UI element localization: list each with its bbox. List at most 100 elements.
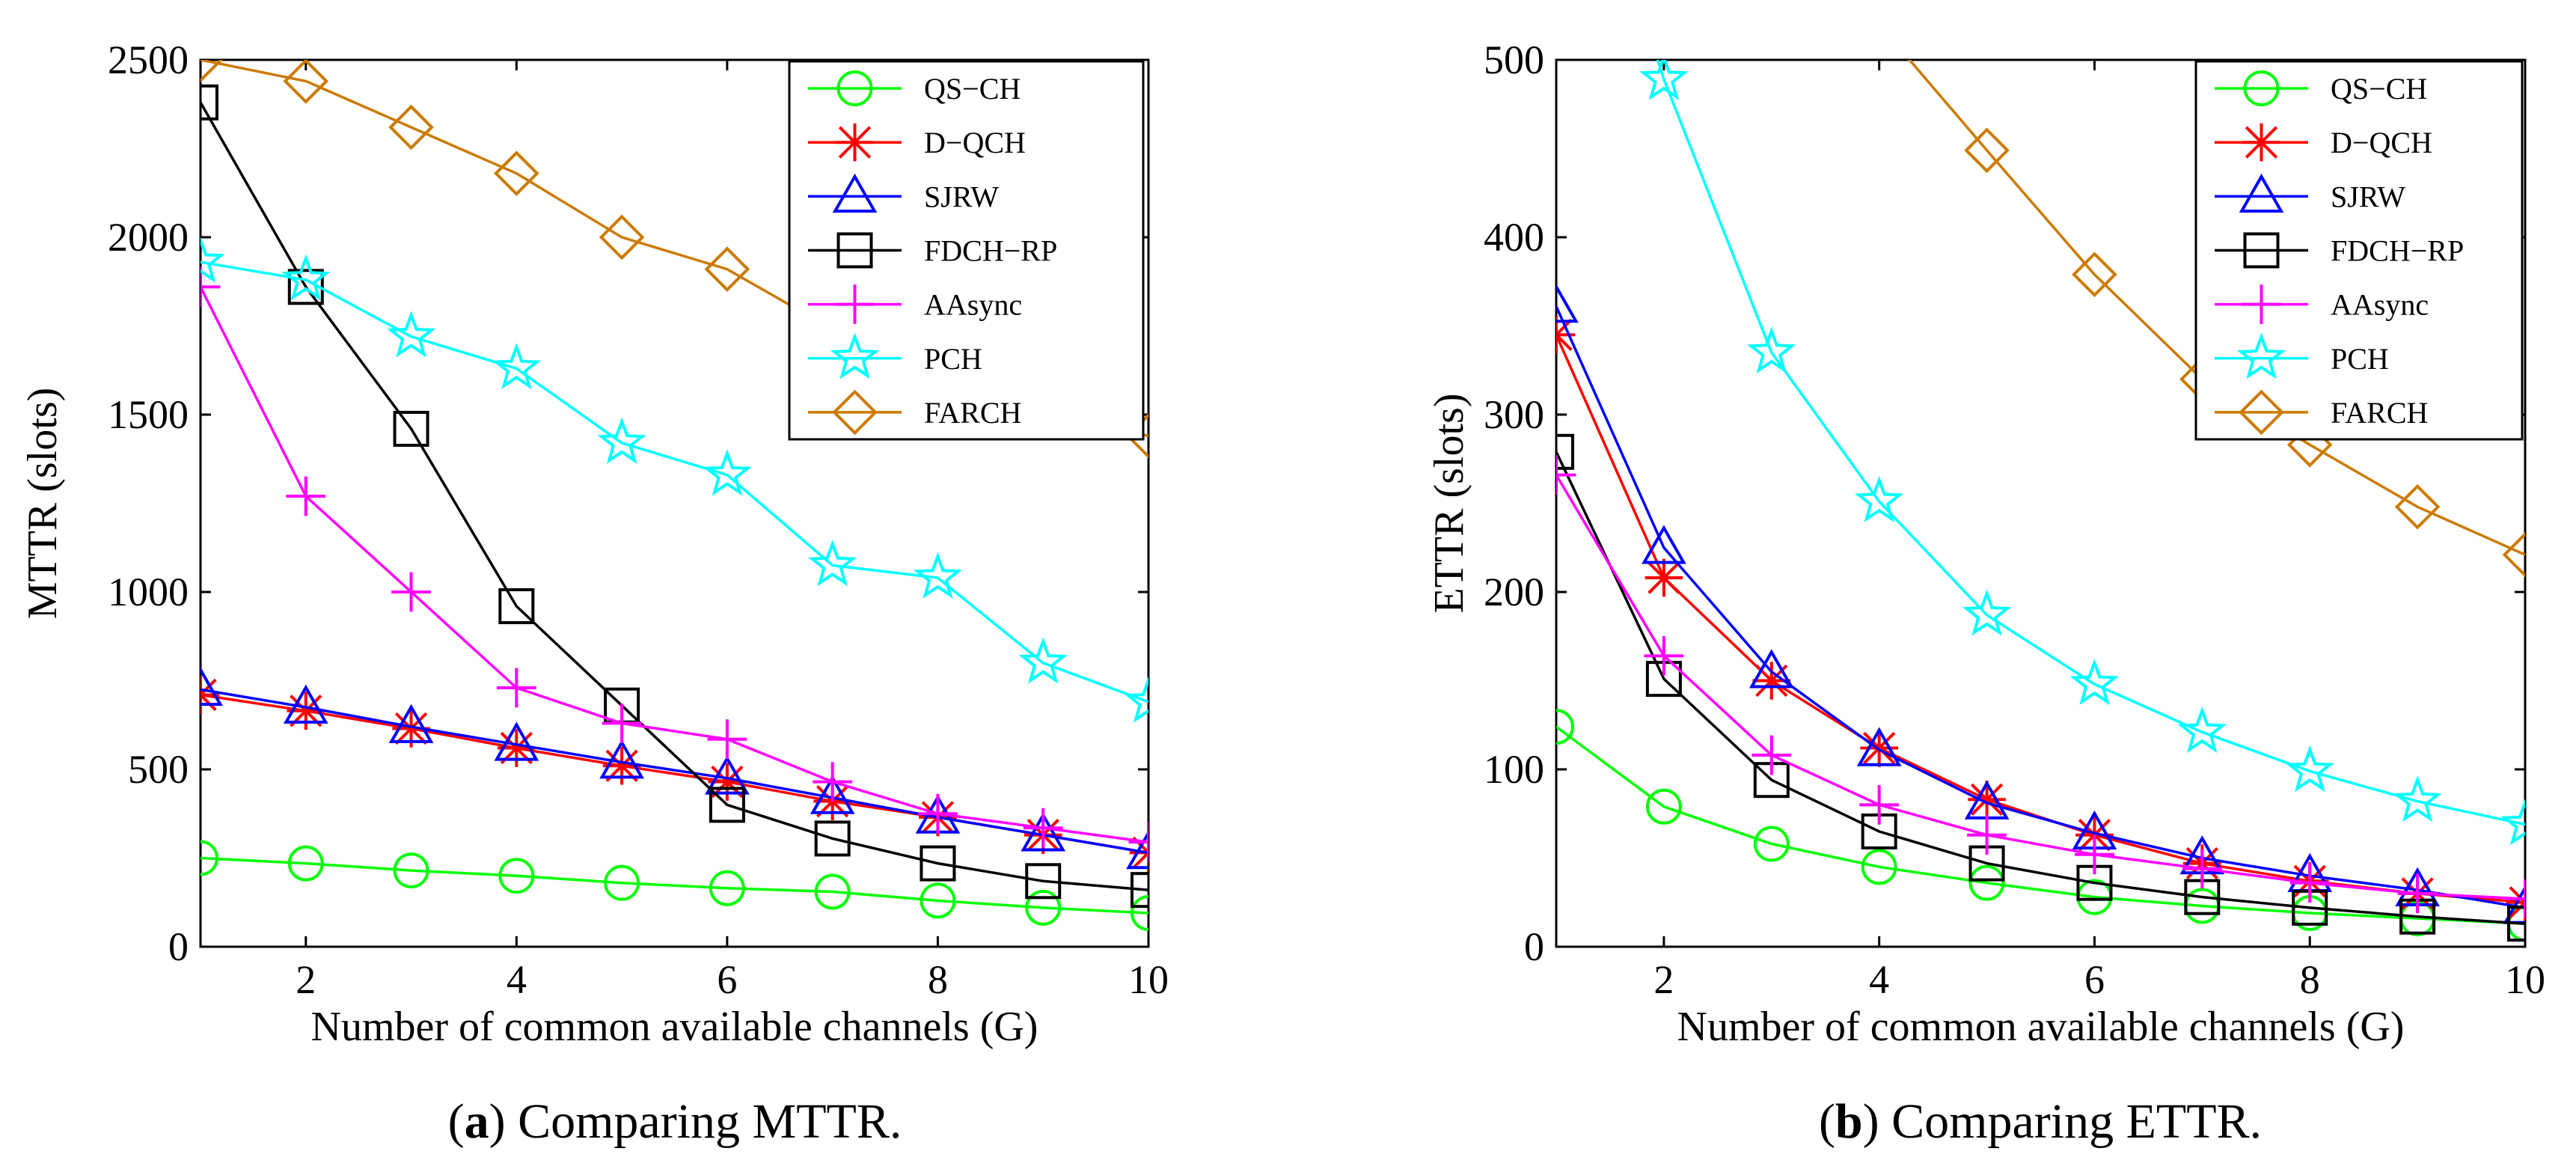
legend-label: SJRW bbox=[2331, 180, 2405, 213]
series-line-square bbox=[1556, 451, 2525, 925]
legend-label: AAsync bbox=[924, 288, 1022, 322]
data-point-plus bbox=[1967, 815, 2007, 855]
data-point-asterisk bbox=[602, 746, 641, 785]
y-tick-label: 2500 bbox=[108, 37, 189, 82]
data-point-circle bbox=[814, 873, 851, 910]
data-point-star bbox=[1855, 475, 1904, 522]
panel-caption: (a) Comparing MTTR. bbox=[448, 1094, 902, 1149]
data-point-star bbox=[703, 449, 752, 496]
legend-marker-star bbox=[2236, 332, 2286, 379]
legend-label: QS−CH bbox=[2331, 72, 2427, 106]
legend-label: QS−CH bbox=[924, 72, 1021, 106]
data-point-diamond bbox=[599, 214, 645, 260]
data-point-diamond bbox=[1858, 4, 1900, 45]
y-tick-label: 500 bbox=[1484, 37, 1544, 82]
data-point-star bbox=[2069, 658, 2119, 706]
data-point-plus bbox=[1128, 822, 1148, 862]
data-point-star bbox=[1747, 326, 1796, 373]
data-point-diamond bbox=[1964, 127, 2010, 174]
data-point-star bbox=[2500, 799, 2525, 846]
data-point-circle bbox=[1968, 864, 2005, 901]
x-axis-label: Number of common available channels (G) bbox=[311, 1004, 1038, 1050]
data-point-asterisk bbox=[392, 709, 430, 748]
legend-marker-diamond bbox=[2239, 389, 2284, 436]
legend-marker-star bbox=[830, 332, 880, 379]
data-point-star bbox=[808, 540, 857, 587]
data-point-square bbox=[498, 588, 535, 624]
data-point-square bbox=[1025, 863, 1062, 900]
data-point-star bbox=[281, 254, 331, 301]
data-point-circle bbox=[1025, 889, 1062, 926]
legend: QS−CH D−QCH SJRW FDCH−RP AAsync PCH FARCH bbox=[2194, 60, 2524, 441]
x-tick-label: 2 bbox=[1653, 957, 1674, 1002]
data-point-square bbox=[2507, 906, 2525, 942]
data-point-triangle bbox=[810, 775, 855, 814]
legend-label: FDCH−RP bbox=[924, 234, 1057, 268]
data-point-star bbox=[1124, 676, 1148, 723]
data-point-plus bbox=[813, 762, 853, 802]
x-tick-label: 10 bbox=[2505, 957, 2545, 1002]
plot-frame bbox=[1555, 58, 2527, 948]
data-point-circle bbox=[1753, 825, 1790, 862]
data-point-plus bbox=[602, 703, 642, 743]
data-point-star bbox=[913, 552, 962, 599]
x-tick-label: 10 bbox=[1128, 957, 1169, 1002]
x-tick-label: 4 bbox=[1869, 957, 1889, 1002]
data-point-asterisk bbox=[1860, 729, 1898, 767]
y-axis-label: ETTR (slots) bbox=[1426, 394, 1472, 614]
data-point-triangle bbox=[494, 721, 539, 761]
series-line-circle bbox=[201, 856, 1148, 915]
data-point-square bbox=[393, 410, 429, 447]
data-point-star bbox=[2177, 706, 2227, 754]
data-point-plus bbox=[2289, 863, 2330, 903]
data-point-asterisk bbox=[287, 692, 325, 730]
data-point-star bbox=[1639, 60, 1689, 100]
data-point-plus bbox=[1644, 635, 1684, 676]
data-point-asterisk bbox=[1968, 780, 2006, 819]
data-point-asterisk bbox=[708, 763, 747, 801]
data-point-triangle bbox=[201, 666, 223, 706]
data-point-plus bbox=[201, 266, 221, 307]
data-point-plus bbox=[391, 572, 431, 612]
data-point-diamond bbox=[2394, 483, 2441, 530]
data-point-diamond bbox=[2502, 531, 2525, 578]
y-tick-label: 200 bbox=[1484, 570, 1544, 614]
y-axis-label: MTTR (slots) bbox=[19, 388, 66, 620]
data-point-triangle bbox=[705, 755, 750, 795]
series-line-diamond bbox=[1907, 60, 2525, 556]
data-point-circle bbox=[1556, 709, 1574, 745]
legend-marker-square bbox=[2243, 232, 2280, 269]
series-line-circle bbox=[1556, 725, 2525, 925]
y-tick-label: 0 bbox=[1524, 924, 1544, 969]
legend-marker-triangle bbox=[832, 173, 878, 213]
data-point-star bbox=[386, 311, 436, 358]
data-point-plus bbox=[286, 476, 326, 516]
data-point-square bbox=[709, 787, 745, 823]
legend-label: SJRW bbox=[924, 180, 999, 213]
data-point-plus bbox=[1752, 735, 1792, 775]
legend-marker-asterisk bbox=[836, 123, 874, 162]
data-point-circle bbox=[1861, 849, 1897, 885]
legend-marker-plus bbox=[835, 284, 875, 325]
data-point-triangle bbox=[1856, 727, 1902, 766]
data-point-plus bbox=[1556, 455, 1576, 495]
data-point-triangle bbox=[388, 704, 434, 743]
legend-label: FARCH bbox=[2331, 396, 2428, 430]
legend-marker-triangle bbox=[2239, 173, 2284, 213]
data-point-triangle bbox=[1642, 525, 1686, 564]
series-line-star bbox=[201, 260, 1148, 704]
x-tick-label: 8 bbox=[928, 957, 948, 1002]
plot-frame bbox=[199, 58, 1150, 948]
y-tick-label: 300 bbox=[1484, 392, 1544, 437]
data-point-diamond bbox=[704, 246, 750, 292]
data-point-plus bbox=[2505, 879, 2525, 919]
data-point-asterisk bbox=[1645, 558, 1683, 597]
data-point-circle bbox=[498, 858, 535, 894]
x-tick-label: 6 bbox=[717, 957, 737, 1002]
data-point-plus bbox=[1859, 785, 1900, 825]
y-tick-label: 2000 bbox=[108, 215, 189, 260]
data-point-square bbox=[920, 845, 956, 882]
data-point-circle bbox=[287, 845, 324, 882]
legend-marker-plus bbox=[2242, 284, 2281, 325]
